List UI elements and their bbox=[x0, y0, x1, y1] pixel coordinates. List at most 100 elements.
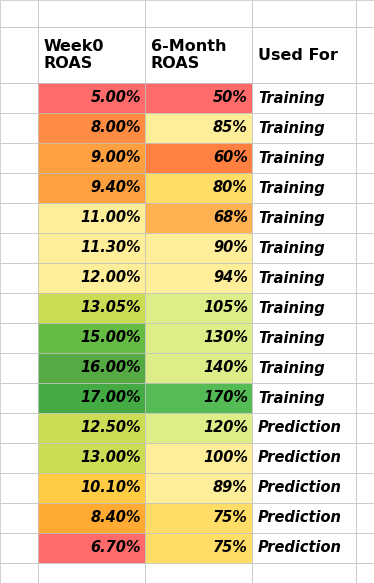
Text: 94%: 94% bbox=[213, 271, 248, 286]
Bar bbox=[0, 383, 38, 413]
Text: Week0
ROAS: Week0 ROAS bbox=[44, 39, 104, 71]
Bar bbox=[38, 203, 145, 233]
Bar bbox=[252, 353, 356, 383]
Text: Training: Training bbox=[258, 241, 325, 255]
Text: 12.50%: 12.50% bbox=[80, 420, 141, 436]
Bar bbox=[0, 473, 38, 503]
Text: 100%: 100% bbox=[203, 451, 248, 465]
Text: 16.00%: 16.00% bbox=[80, 360, 141, 375]
Bar bbox=[145, 203, 252, 233]
Bar bbox=[0, 443, 38, 473]
Text: 8.40%: 8.40% bbox=[91, 511, 141, 525]
Text: 90%: 90% bbox=[213, 241, 248, 255]
Text: 9.40%: 9.40% bbox=[91, 181, 141, 195]
Bar bbox=[145, 473, 252, 503]
Text: Training: Training bbox=[258, 360, 325, 375]
Bar bbox=[38, 83, 145, 113]
Bar bbox=[38, 113, 145, 143]
Bar bbox=[252, 503, 356, 533]
Bar bbox=[38, 323, 145, 353]
Bar bbox=[0, 233, 38, 263]
Bar bbox=[38, 443, 145, 473]
Text: 10.10%: 10.10% bbox=[80, 480, 141, 496]
Bar bbox=[0, 563, 38, 583]
Bar bbox=[356, 563, 374, 583]
Bar bbox=[145, 0, 252, 27]
Bar bbox=[0, 413, 38, 443]
Bar bbox=[145, 383, 252, 413]
Bar bbox=[252, 473, 356, 503]
Text: 170%: 170% bbox=[203, 391, 248, 406]
Bar bbox=[356, 533, 374, 563]
Bar bbox=[145, 263, 252, 293]
Bar bbox=[145, 563, 252, 583]
Text: Prediction: Prediction bbox=[258, 480, 342, 496]
Bar bbox=[356, 353, 374, 383]
Bar bbox=[252, 173, 356, 203]
Text: 89%: 89% bbox=[213, 480, 248, 496]
Bar bbox=[356, 83, 374, 113]
Text: 75%: 75% bbox=[213, 511, 248, 525]
Text: Training: Training bbox=[258, 210, 325, 226]
Bar bbox=[252, 533, 356, 563]
Text: Prediction: Prediction bbox=[258, 511, 342, 525]
Bar bbox=[0, 173, 38, 203]
Text: 12.00%: 12.00% bbox=[80, 271, 141, 286]
Bar bbox=[252, 203, 356, 233]
Bar bbox=[145, 533, 252, 563]
Text: Training: Training bbox=[258, 271, 325, 286]
Bar bbox=[252, 27, 356, 83]
Bar bbox=[356, 203, 374, 233]
Bar bbox=[356, 113, 374, 143]
Text: Prediction: Prediction bbox=[258, 451, 342, 465]
Bar bbox=[145, 113, 252, 143]
Bar bbox=[252, 263, 356, 293]
Bar bbox=[38, 503, 145, 533]
Bar bbox=[356, 443, 374, 473]
Bar bbox=[356, 383, 374, 413]
Bar bbox=[356, 293, 374, 323]
Text: Prediction: Prediction bbox=[258, 420, 342, 436]
Bar bbox=[252, 323, 356, 353]
Bar bbox=[252, 143, 356, 173]
Bar bbox=[356, 263, 374, 293]
Bar bbox=[356, 0, 374, 27]
Bar bbox=[0, 533, 38, 563]
Text: 17.00%: 17.00% bbox=[80, 391, 141, 406]
Bar bbox=[252, 293, 356, 323]
Bar bbox=[0, 323, 38, 353]
Bar bbox=[145, 83, 252, 113]
Bar bbox=[38, 413, 145, 443]
Bar bbox=[145, 503, 252, 533]
Text: Training: Training bbox=[258, 391, 325, 406]
Bar bbox=[0, 143, 38, 173]
Bar bbox=[252, 413, 356, 443]
Text: 8.00%: 8.00% bbox=[91, 121, 141, 135]
Bar bbox=[252, 383, 356, 413]
Bar bbox=[356, 27, 374, 83]
Bar bbox=[38, 473, 145, 503]
Bar bbox=[38, 563, 145, 583]
Bar bbox=[0, 293, 38, 323]
Text: 9.00%: 9.00% bbox=[91, 150, 141, 166]
Bar bbox=[356, 143, 374, 173]
Text: Prediction: Prediction bbox=[258, 540, 342, 556]
Bar bbox=[0, 0, 38, 27]
Bar bbox=[145, 413, 252, 443]
Bar bbox=[38, 27, 145, 83]
Text: Training: Training bbox=[258, 181, 325, 195]
Text: 140%: 140% bbox=[203, 360, 248, 375]
Bar bbox=[145, 173, 252, 203]
Text: 50%: 50% bbox=[213, 90, 248, 106]
Text: 120%: 120% bbox=[203, 420, 248, 436]
Text: 60%: 60% bbox=[213, 150, 248, 166]
Text: Training: Training bbox=[258, 121, 325, 135]
Bar bbox=[0, 27, 38, 83]
Text: 6-Month
ROAS: 6-Month ROAS bbox=[151, 39, 227, 71]
Bar bbox=[38, 533, 145, 563]
Bar bbox=[252, 113, 356, 143]
Text: 5.00%: 5.00% bbox=[91, 90, 141, 106]
Text: 130%: 130% bbox=[203, 331, 248, 346]
Bar bbox=[145, 233, 252, 263]
Text: Training: Training bbox=[258, 90, 325, 106]
